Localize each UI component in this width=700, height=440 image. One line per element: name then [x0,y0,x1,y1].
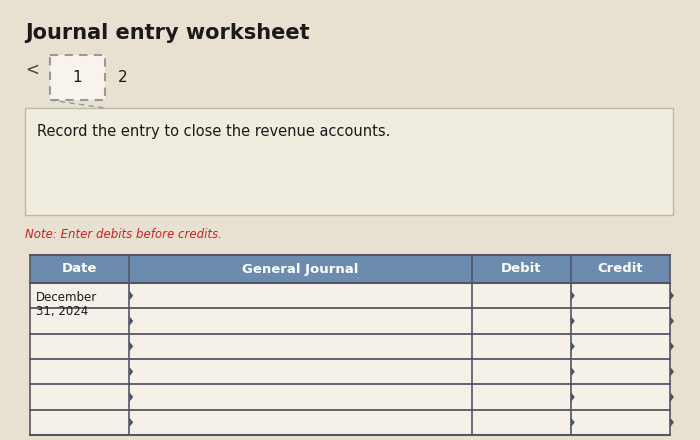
Bar [30,255,670,283]
Polygon shape [570,291,575,301]
Polygon shape [570,392,575,402]
Polygon shape [570,417,575,427]
Bar [30,255,670,435]
Text: <: < [25,61,39,79]
Bar [50,55,105,100]
Text: Note: Enter debits before credits.: Note: Enter debits before credits. [25,228,222,241]
Polygon shape [130,316,133,326]
Polygon shape [670,392,674,402]
Polygon shape [130,291,133,301]
Polygon shape [130,341,133,351]
Polygon shape [130,392,133,402]
Polygon shape [670,341,674,351]
Bar [25,108,673,215]
Text: Journal entry worksheet: Journal entry worksheet [25,23,309,43]
Text: 31, 2024: 31, 2024 [36,304,88,318]
Text: Credit: Credit [598,263,643,275]
Text: Date: Date [62,263,97,275]
Polygon shape [570,367,575,377]
Polygon shape [670,367,674,377]
Polygon shape [670,291,674,301]
Polygon shape [670,417,674,427]
Polygon shape [570,316,575,326]
Text: Record the entry to close the revenue accounts.: Record the entry to close the revenue ac… [37,124,391,139]
Text: 2: 2 [118,70,127,84]
Polygon shape [670,316,674,326]
Text: 1: 1 [73,70,83,85]
Polygon shape [130,417,133,427]
Text: Debit: Debit [501,263,542,275]
Polygon shape [570,341,575,351]
Text: General Journal: General Journal [242,263,358,275]
Text: December: December [36,290,97,304]
Polygon shape [130,367,133,377]
